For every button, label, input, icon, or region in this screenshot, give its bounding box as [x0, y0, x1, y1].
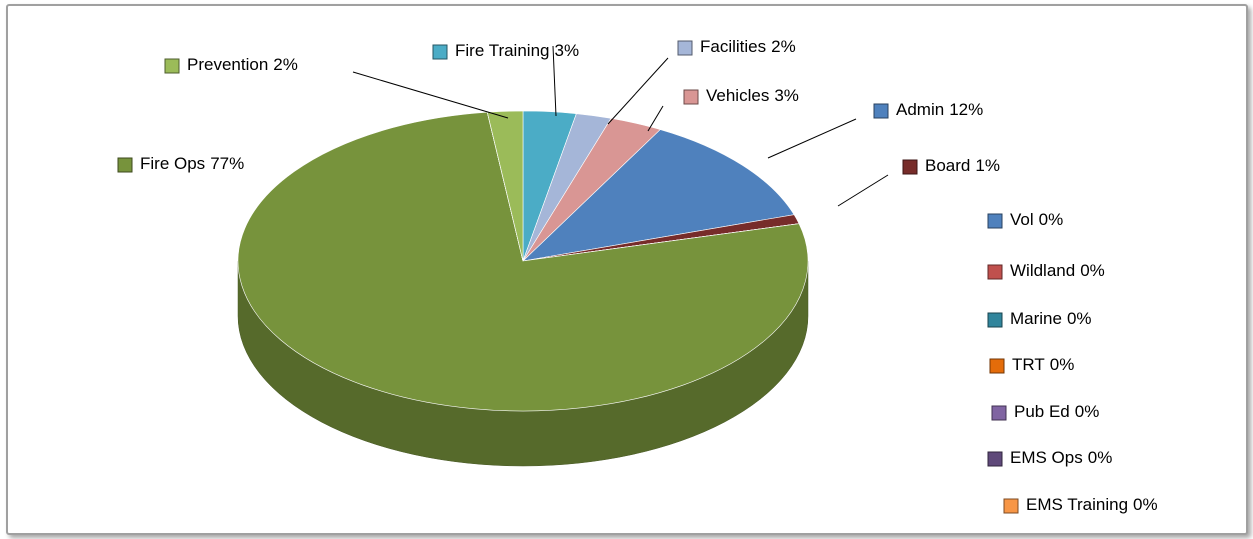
- legend-marker: [987, 264, 1003, 280]
- legend-marker: [164, 58, 180, 74]
- legend-marker: [683, 89, 699, 105]
- data-label-name: Fire Ops: [140, 154, 205, 173]
- data-label-name: Vol: [1010, 210, 1034, 229]
- data-label: EMS Training 0%: [1026, 495, 1158, 514]
- leader-line: [352, 71, 509, 119]
- data-label: Pub Ed 0%: [1014, 402, 1099, 421]
- data-label: Fire Ops 77%: [140, 154, 244, 173]
- data-label-name: EMS Training: [1026, 495, 1128, 514]
- data-label-value: 2%: [273, 55, 298, 74]
- legend-marker: [117, 157, 133, 173]
- data-label-value: 2%: [771, 37, 796, 56]
- legend-marker: [987, 312, 1003, 328]
- legend-marker: [902, 159, 918, 175]
- legend-marker: [1003, 498, 1019, 514]
- data-label-value: 0%: [1050, 355, 1075, 374]
- slice: [237, 111, 809, 412]
- data-label-name: Marine: [1010, 309, 1062, 328]
- data-label-value: 0%: [1088, 448, 1113, 467]
- legend-marker: [991, 405, 1007, 421]
- data-label-name: TRT: [1012, 355, 1045, 374]
- data-label-name: Facilities: [700, 37, 766, 56]
- data-label-name: EMS Ops: [1010, 448, 1083, 467]
- data-label-name: Wildland: [1010, 261, 1075, 280]
- data-label: Facilities 2%: [700, 37, 796, 56]
- legend-marker: [987, 451, 1003, 467]
- data-label-name: Board: [925, 156, 970, 175]
- data-label-value: 0%: [1133, 495, 1158, 514]
- data-label: TRT 0%: [1012, 355, 1074, 374]
- legend-marker: [432, 44, 448, 60]
- data-label-value: 0%: [1039, 210, 1064, 229]
- leader-line: [767, 118, 857, 159]
- data-label: Vehicles 3%: [706, 86, 799, 105]
- data-label: Prevention 2%: [187, 55, 298, 74]
- data-label-value: 12%: [949, 100, 983, 119]
- data-label: Fire Training 3%: [455, 41, 579, 60]
- data-label-value: 0%: [1075, 402, 1100, 421]
- data-label-name: Pub Ed: [1014, 402, 1070, 421]
- data-label-value: 3%: [774, 86, 799, 105]
- data-label-name: Vehicles: [706, 86, 769, 105]
- leader-line: [837, 174, 889, 207]
- data-label-value: 77%: [210, 154, 244, 173]
- data-label: EMS Ops 0%: [1010, 448, 1112, 467]
- leader-line: [552, 45, 557, 117]
- data-label-value: 0%: [1067, 309, 1092, 328]
- legend-marker: [677, 40, 693, 56]
- data-label-name: Fire Training: [455, 41, 549, 60]
- data-label-value: 3%: [554, 41, 579, 60]
- data-label-name: Admin: [896, 100, 944, 119]
- legend-marker: [989, 358, 1005, 374]
- data-label: Marine 0%: [1010, 309, 1092, 328]
- data-label-value: 1%: [975, 156, 1000, 175]
- chart-frame: Fire Training 3% TRT 0% Facilities 2% Vehicles…: [6, 4, 1248, 535]
- leader-line: [607, 57, 669, 125]
- legend-marker: [987, 213, 1003, 229]
- chart: Fire Training 3% TRT 0% Facilities 2% Vehicles…: [117, 37, 1158, 514]
- data-label-value: 0%: [1080, 261, 1105, 280]
- leader-line: [647, 105, 664, 132]
- slice: [522, 129, 795, 262]
- legend-marker: [873, 103, 889, 119]
- data-label: Wildland 0%: [1010, 261, 1105, 280]
- data-label: Admin 12%: [896, 100, 983, 119]
- data-label: Board 1%: [925, 156, 1000, 175]
- data-label: Vol 0%: [1010, 210, 1063, 229]
- data-label-name: Prevention: [187, 55, 268, 74]
